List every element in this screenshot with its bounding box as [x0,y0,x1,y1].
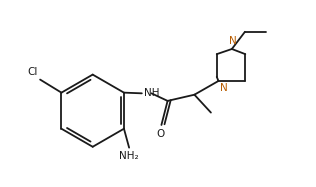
Text: N: N [229,36,236,46]
Text: NH: NH [144,88,160,98]
Text: NH₂: NH₂ [119,151,139,161]
Text: Cl: Cl [27,67,37,77]
Text: O: O [157,129,165,139]
Text: N: N [220,83,228,93]
